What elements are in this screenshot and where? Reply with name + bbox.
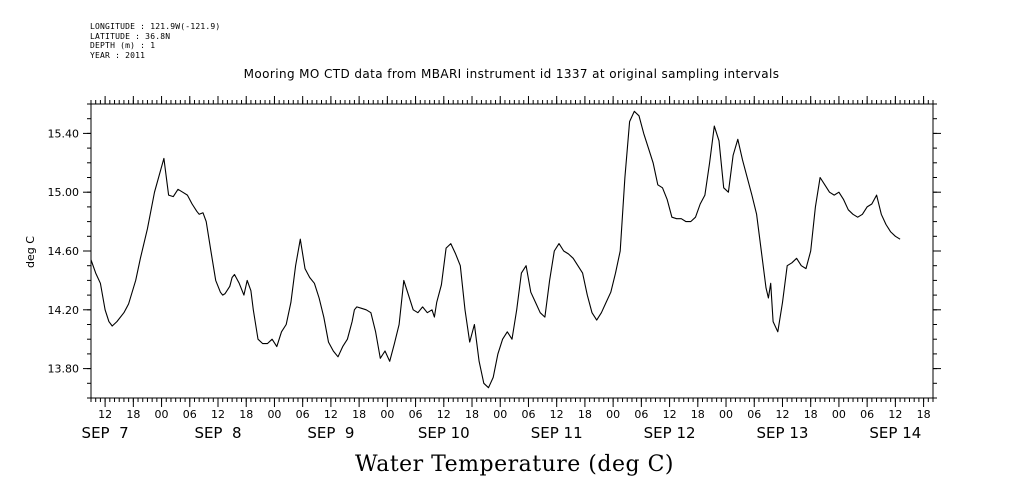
x-tick-label: 18	[126, 408, 140, 421]
meta-longitude: LONGITUDE : 121.9W(-121.9)	[90, 22, 221, 31]
temperature-line	[90, 110, 901, 389]
plot-frame	[90, 103, 934, 399]
x-day-label: SEP 10	[418, 424, 470, 442]
x-tick-label: 00	[380, 408, 394, 421]
x-tick-label: 12	[775, 408, 789, 421]
x-tick-label: 06	[634, 408, 648, 421]
y-axis-label: deg C	[24, 236, 37, 268]
x-day-label: SEP 8	[194, 424, 241, 442]
x-tick-label: 06	[747, 408, 761, 421]
x-day-label: SEP 14	[869, 424, 921, 442]
x-tick-label: 18	[917, 408, 931, 421]
x-axis-label: Water Temperature (deg C)	[355, 452, 674, 477]
x-tick-label: 12	[211, 408, 225, 421]
x-day-label: SEP 11	[531, 424, 583, 442]
x-tick-label: 06	[860, 408, 874, 421]
x-tick-label: 00	[267, 408, 281, 421]
x-tick-label: 18	[578, 408, 592, 421]
x-tick-label: 12	[550, 408, 564, 421]
y-tick-label: 14.20	[48, 304, 80, 317]
metadata-block: LONGITUDE : 121.9W(-121.9) LATITUDE : 36…	[90, 22, 220, 60]
meta-depth: DEPTH (m) : 1	[90, 41, 156, 50]
y-tick-label: 15.40	[48, 127, 80, 140]
x-tick-label: 06	[296, 408, 310, 421]
minor-ticks	[87, 100, 937, 402]
y-tick-label: 15.00	[48, 186, 80, 199]
x-tick-label: 06	[183, 408, 197, 421]
chart-title: Mooring MO CTD data from MBARI instrumen…	[243, 67, 780, 81]
x-tick-label: 18	[465, 408, 479, 421]
x-tick-label: 18	[691, 408, 705, 421]
meta-year: YEAR : 2011	[90, 50, 146, 60]
x-tick-label: 18	[239, 408, 253, 421]
x-day-label: SEP 9	[307, 424, 354, 442]
x-tick-label: 18	[352, 408, 366, 421]
x-tick-label: 12	[888, 408, 902, 421]
x-day-label: SEP 12	[644, 424, 696, 442]
x-tick-label: 12	[437, 408, 451, 421]
x-tick-label: 12	[663, 408, 677, 421]
x-day-label: SEP 13	[757, 424, 809, 442]
x-tick-label: 00	[606, 408, 620, 421]
x-tick-label: 12	[324, 408, 338, 421]
x-tick-label: 06	[409, 408, 423, 421]
x-tick-label: 12	[98, 408, 112, 421]
x-tick-label: 18	[804, 408, 818, 421]
x-day-label: SEP 7	[82, 424, 129, 442]
meta-latitude: LATITUDE : 36.8N	[90, 31, 171, 41]
y-tick-label: 13.80	[48, 363, 80, 376]
x-tick-label: 00	[155, 408, 169, 421]
x-tick-label: 06	[521, 408, 535, 421]
x-tick-label: 00	[493, 408, 507, 421]
y-axis: 13.80 14.20 14.60 15.00 15.40	[48, 127, 941, 376]
x-axis: 12 18 00 06 12 18 00 06 12 18 00 06 12 18 00 06 12 18 00 06…	[82, 96, 931, 442]
y-tick-label: 14.60	[48, 245, 80, 258]
x-tick-label: 00	[832, 408, 846, 421]
x-tick-label: 00	[719, 408, 733, 421]
